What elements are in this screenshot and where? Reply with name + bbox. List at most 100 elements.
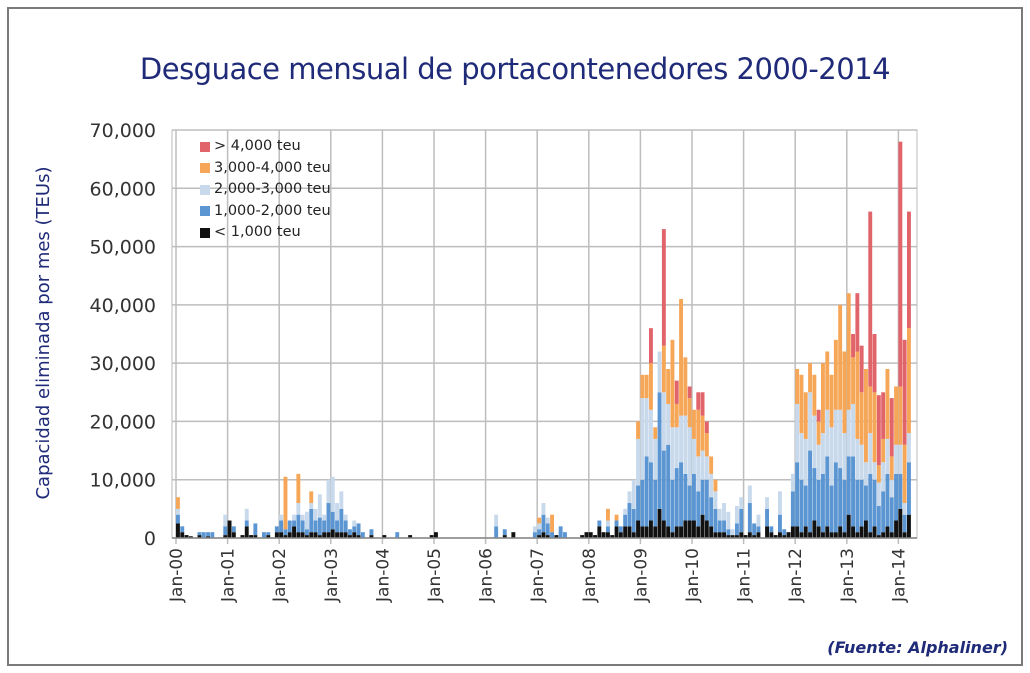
bar-segment xyxy=(640,398,645,480)
bar-segment xyxy=(631,508,636,533)
y-tick-label: 10,000 xyxy=(90,470,156,492)
bar-segment xyxy=(700,392,705,416)
bar-segment xyxy=(833,339,838,410)
bar-segment xyxy=(313,532,318,538)
bar-segment xyxy=(765,497,769,509)
bar-segment xyxy=(326,503,331,533)
bar-segment xyxy=(627,526,632,538)
bar-segment xyxy=(343,520,348,533)
bar-segment xyxy=(790,473,795,492)
y-tick-label: 0 xyxy=(144,528,156,550)
bar-segment xyxy=(201,532,206,538)
bar-segment xyxy=(197,532,202,536)
bar-segment xyxy=(309,532,314,538)
bar-segment xyxy=(692,409,696,439)
legend-label: 2,000-3,000 teu xyxy=(214,181,331,197)
bar-segment xyxy=(292,520,296,527)
bar-segment xyxy=(898,473,903,509)
bar-segment xyxy=(872,479,877,527)
bar-segment xyxy=(907,514,911,538)
bar-segment xyxy=(231,532,236,538)
bar-segment xyxy=(352,526,357,533)
x-tick-label: Jan-06 xyxy=(477,548,497,603)
bar-segment xyxy=(279,514,284,521)
bar-segment xyxy=(305,511,309,530)
bar-segment xyxy=(769,526,774,533)
bar-segment xyxy=(666,403,671,445)
bar-segment xyxy=(322,520,327,533)
bar-segment xyxy=(532,526,537,533)
bar-segment xyxy=(210,532,215,538)
bar-segment xyxy=(692,473,696,521)
bar-segment xyxy=(674,380,679,404)
bar-segment xyxy=(885,473,890,527)
bar-segment xyxy=(296,514,301,533)
bar-segment xyxy=(636,520,640,538)
bar-segment xyxy=(640,479,645,527)
bar-segment xyxy=(907,211,911,329)
bar-segment xyxy=(855,293,860,352)
bar-segment xyxy=(537,523,542,530)
bar-segment xyxy=(317,535,322,538)
bar-segment xyxy=(339,508,344,533)
x-tick-label: Jan-13 xyxy=(838,548,858,603)
bar-segment xyxy=(266,532,271,536)
bar-segment xyxy=(872,392,877,463)
bar-segment xyxy=(808,532,812,538)
bar-segment xyxy=(842,532,847,538)
x-tick-label: Jan-11 xyxy=(735,548,755,603)
bar-segment xyxy=(889,479,894,498)
bar-segment xyxy=(649,409,653,463)
bar-segment xyxy=(279,520,284,533)
bar-segment xyxy=(722,520,726,533)
bar-segment xyxy=(756,514,761,527)
bar-segment xyxy=(851,403,855,457)
bar-segment xyxy=(541,503,546,515)
bar-segment xyxy=(649,462,653,521)
bar-segment xyxy=(829,485,834,533)
bar-segment xyxy=(902,339,907,445)
bar-segment xyxy=(610,535,615,538)
bar-segment xyxy=(696,456,701,492)
bar-segment xyxy=(872,526,877,538)
bar-segment xyxy=(644,398,649,457)
y-tick-label: 70,000 xyxy=(90,120,156,142)
bar-segment xyxy=(274,532,279,538)
bar-segment xyxy=(532,532,537,538)
bar-segment xyxy=(279,532,284,538)
bar-segment xyxy=(434,532,438,538)
x-tick-label: Jan-04 xyxy=(373,548,393,603)
bar-segment xyxy=(253,523,258,536)
bar-segment xyxy=(812,415,817,469)
bar-segment xyxy=(902,503,907,515)
bar-segment xyxy=(778,514,782,533)
bar-segment xyxy=(868,433,873,474)
bar-segment xyxy=(550,532,554,538)
bar-segment xyxy=(696,409,701,457)
bar-segment xyxy=(713,532,718,538)
bar-segment xyxy=(687,485,692,521)
bar-segment xyxy=(283,529,288,536)
bar-segment xyxy=(584,532,589,538)
bar-segment xyxy=(640,526,645,538)
bar-segment xyxy=(833,532,838,538)
bar-segment xyxy=(683,520,688,538)
bar-segment xyxy=(227,520,232,538)
bar-segment xyxy=(176,508,180,515)
bar-segment xyxy=(649,520,653,538)
bar-segment xyxy=(868,211,873,387)
bar-segment xyxy=(606,526,610,533)
bar-segment xyxy=(244,508,249,521)
bar-segment xyxy=(876,505,881,536)
x-tick-label: Jan-12 xyxy=(786,548,806,603)
bar-segment xyxy=(502,529,507,536)
bar-segment xyxy=(855,351,860,439)
bar-segment xyxy=(838,526,843,538)
bar-segment xyxy=(894,386,898,445)
bar-segment xyxy=(876,395,881,466)
bar-segment xyxy=(343,532,348,538)
bar-segment xyxy=(339,491,344,509)
bar-segment xyxy=(283,476,288,530)
bar-segment xyxy=(747,485,752,504)
bar-segment xyxy=(881,438,886,463)
